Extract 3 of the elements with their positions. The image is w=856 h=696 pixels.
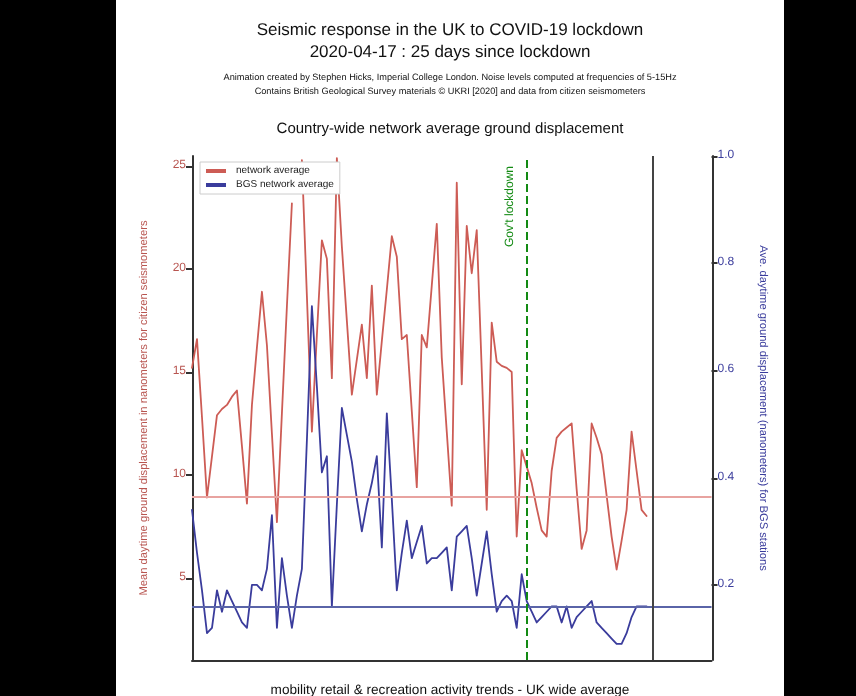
line-series: [191, 305, 648, 645]
chart-title: Seismic response in the UK to COVID-19 lockdown: [256, 19, 644, 39]
chart-subtitle: 2020-04-17 : 25 days since lockdown: [309, 41, 591, 61]
